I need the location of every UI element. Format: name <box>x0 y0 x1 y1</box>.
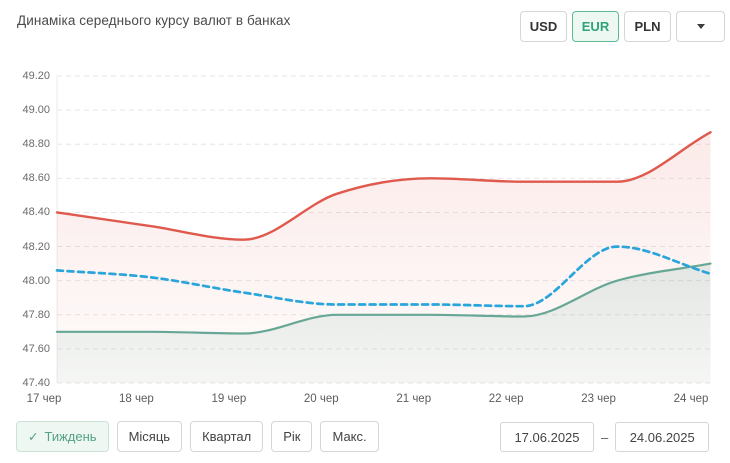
date-from-input[interactable] <box>500 422 594 452</box>
range-buttons: ✓ Тиждень Місяць Квартал Рік Макс. <box>16 421 379 452</box>
x-tick-label: 23 чер <box>581 393 616 405</box>
currency-tab-pln[interactable]: PLN <box>624 11 671 42</box>
x-tick-label: 24 чер <box>673 393 709 405</box>
currency-dropdown-button[interactable] <box>676 11 725 42</box>
range-button-label: Макс. <box>332 429 367 444</box>
range-button-label: Рік <box>283 429 301 444</box>
y-tick-label: 48.40 <box>22 206 50 219</box>
y-tick-label: 48.20 <box>22 240 50 253</box>
chart-plot <box>55 75 712 384</box>
y-tick-label: 47.60 <box>22 342 50 355</box>
range-button-2[interactable]: Місяць <box>116 421 183 452</box>
y-tick-label: 49.00 <box>22 104 50 117</box>
x-tick-label: 18 чер <box>119 393 154 405</box>
date-range-separator: – <box>601 429 609 445</box>
x-tick-label: 21 чер <box>396 393 432 405</box>
series-green-area <box>57 263 711 383</box>
caret-down-icon <box>696 24 705 29</box>
x-tick-label: 19 чер <box>211 393 247 405</box>
range-button-3[interactable]: Квартал <box>190 421 264 452</box>
currency-tabs: USD EUR PLN <box>520 11 725 42</box>
y-tick-label: 49.20 <box>22 70 50 82</box>
currency-tab-eur[interactable]: EUR <box>572 11 619 42</box>
y-tick-label: 47.40 <box>22 377 50 389</box>
page-title: Динаміка середнього курсу валют в банках <box>17 13 291 28</box>
y-tick-label: 48.00 <box>22 274 50 287</box>
range-button-5[interactable]: Макс. <box>320 421 379 452</box>
range-button-1[interactable]: ✓ Тиждень <box>16 421 109 452</box>
x-tick-label: 17 чер <box>26 393 62 405</box>
date-to-input[interactable] <box>615 422 710 452</box>
date-range-picker: – <box>500 422 710 452</box>
x-tick-label: 22 чер <box>488 393 524 405</box>
range-button-label: Квартал <box>202 429 252 444</box>
currency-tab-usd[interactable]: USD <box>520 11 567 42</box>
series-green-line <box>55 262 712 335</box>
range-button-label: Тиждень <box>44 429 97 444</box>
y-tick-label: 48.60 <box>22 172 50 185</box>
range-button-4[interactable]: Рік <box>271 421 313 452</box>
range-button-label: Місяць <box>128 429 171 444</box>
x-tick-label: 20 чер <box>303 393 339 405</box>
series-blue-dashed-line <box>55 245 712 308</box>
y-tick-label: 47.80 <box>22 308 50 321</box>
series-red-line <box>55 131 712 241</box>
check-icon: ✓ <box>28 430 39 444</box>
y-tick-label: 48.80 <box>22 138 50 151</box>
